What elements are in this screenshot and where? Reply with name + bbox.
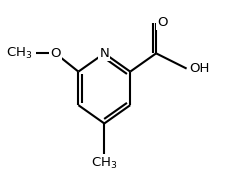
Text: N: N xyxy=(99,47,109,60)
Text: OH: OH xyxy=(190,62,210,75)
Text: CH$_3$: CH$_3$ xyxy=(6,46,33,61)
Text: CH$_3$: CH$_3$ xyxy=(91,155,117,171)
Text: O: O xyxy=(157,16,167,29)
Text: O: O xyxy=(50,47,61,60)
